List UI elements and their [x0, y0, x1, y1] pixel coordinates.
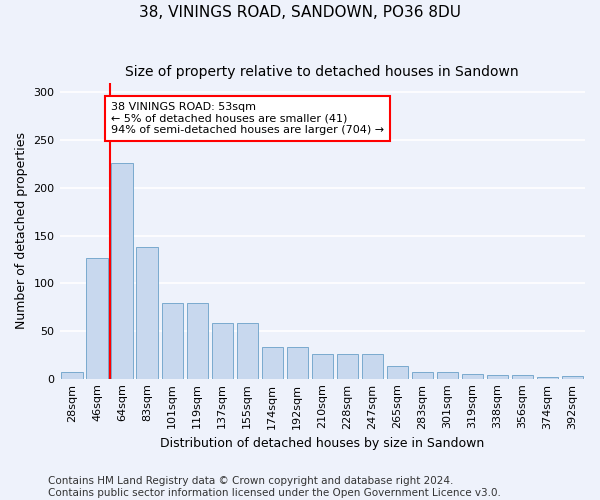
Bar — [61, 372, 83, 378]
Bar — [212, 324, 233, 378]
Bar — [487, 375, 508, 378]
Bar — [387, 366, 408, 378]
X-axis label: Distribution of detached houses by size in Sandown: Distribution of detached houses by size … — [160, 437, 484, 450]
Bar — [161, 304, 183, 378]
Y-axis label: Number of detached properties: Number of detached properties — [15, 132, 28, 330]
Bar — [537, 377, 558, 378]
Text: Contains HM Land Registry data © Crown copyright and database right 2024.
Contai: Contains HM Land Registry data © Crown c… — [48, 476, 501, 498]
Bar — [86, 258, 108, 378]
Title: Size of property relative to detached houses in Sandown: Size of property relative to detached ho… — [125, 65, 519, 79]
Bar — [412, 372, 433, 378]
Bar — [337, 354, 358, 378]
Bar — [187, 304, 208, 378]
Bar — [362, 354, 383, 378]
Bar — [562, 376, 583, 378]
Bar — [112, 163, 133, 378]
Bar — [512, 375, 533, 378]
Bar — [236, 324, 258, 378]
Bar — [462, 374, 483, 378]
Bar — [287, 347, 308, 378]
Bar — [136, 247, 158, 378]
Bar — [311, 354, 333, 378]
Bar — [437, 372, 458, 378]
Text: 38, VININGS ROAD, SANDOWN, PO36 8DU: 38, VININGS ROAD, SANDOWN, PO36 8DU — [139, 5, 461, 20]
Bar — [262, 347, 283, 378]
Text: 38 VININGS ROAD: 53sqm
← 5% of detached houses are smaller (41)
94% of semi-deta: 38 VININGS ROAD: 53sqm ← 5% of detached … — [111, 102, 384, 135]
